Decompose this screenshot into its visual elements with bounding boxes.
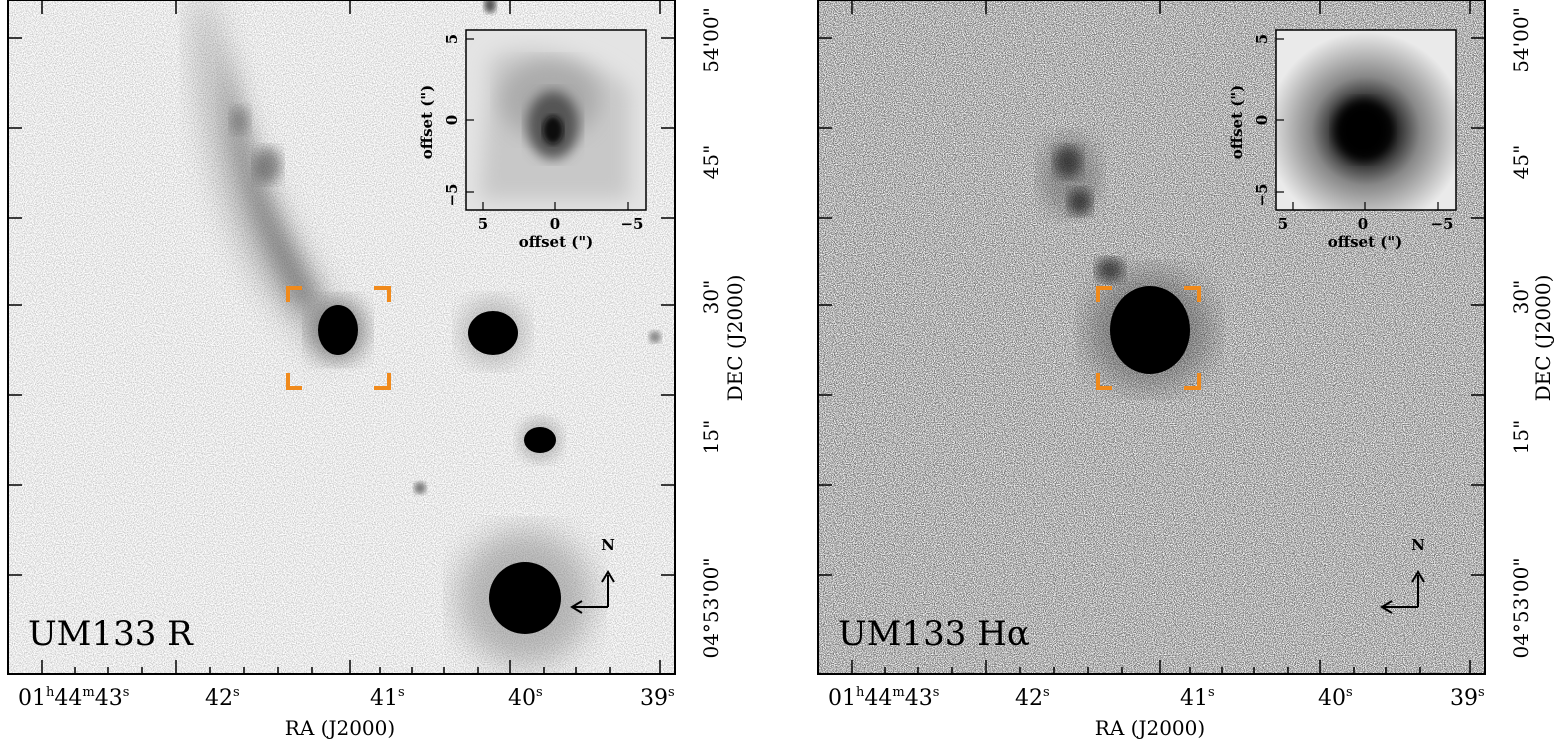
ha-dec-axis-label: DEC (J2000) — [1531, 275, 1555, 402]
r-dec-tick-1: 45" — [699, 145, 723, 180]
r-inset-xtick-2: −5 — [620, 215, 643, 233]
r-inset-ylabel: offset (") — [418, 85, 436, 159]
ha-frame — [817, 0, 1486, 675]
ha-dec-tick-4: 04°53'00" — [1509, 557, 1533, 658]
r-inset-ticks — [466, 38, 629, 210]
ha-inset-ticks — [1276, 38, 1439, 210]
r-inset — [465, 29, 647, 211]
ha-ra-tick-1: 42s — [1015, 685, 1050, 711]
r-inset-xlabel: offset (") — [519, 233, 593, 251]
ha-dec-tick-0: 54'00" — [1509, 7, 1533, 73]
ha-compass — [1380, 570, 1425, 614]
r-compass — [570, 570, 615, 614]
ha-ra-tick-2: 41s — [1180, 685, 1215, 711]
r-inset-ytick-2: −5 — [443, 183, 461, 206]
r-inset-xtick-1: 0 — [550, 215, 560, 233]
ha-dec-tick-1: 45" — [1509, 145, 1533, 180]
r-ra-tick-0: 01h44m43s — [18, 685, 129, 711]
r-ra-axis-label: RA (J2000) — [285, 716, 395, 740]
r-dec-tick-0: 54'00" — [699, 7, 723, 73]
r-dec-tick-4: 04°53'00" — [699, 557, 723, 658]
r-dec-axis-label: DEC (J2000) — [723, 275, 747, 402]
r-ra-tick-1: 42s — [205, 685, 240, 711]
r-dec-tick-2: 30" — [699, 280, 723, 315]
r-ra-tick-3: 40s — [508, 685, 543, 711]
ha-ra-ticks — [851, 0, 1471, 674]
r-inset-ytick-0: 5 — [443, 34, 461, 44]
r-compass-north: N — [601, 536, 615, 554]
r-ra-tick-4: 39s — [640, 685, 675, 711]
ha-dec-tick-3: 15" — [1509, 420, 1533, 455]
ha-ra-tick-4: 39s — [1450, 685, 1485, 711]
ha-inset-xtick-1: 0 — [1358, 215, 1368, 233]
r-frame — [7, 0, 676, 675]
ha-panel-label: UM133 Hα — [838, 614, 1030, 654]
ha-inset-ylabel: offset (") — [1228, 85, 1246, 159]
ha-dec-ticks — [818, 37, 1485, 576]
ha-ra-tick-3: 40s — [1318, 685, 1353, 711]
r-dec-ticks — [8, 37, 675, 576]
ha-inset-ytick-0: 5 — [1253, 34, 1271, 44]
ha-inset-ytick-2: −5 — [1253, 183, 1271, 206]
r-region-bracket — [286, 286, 391, 390]
r-inset-xtick-0: 5 — [478, 215, 488, 233]
ha-inset-xlabel: offset (") — [1328, 233, 1402, 251]
ha-inset-xtick-2: −5 — [1430, 215, 1453, 233]
r-ra-ticks — [41, 0, 661, 674]
ha-dec-tick-2: 30" — [1509, 280, 1533, 315]
r-inset-ytick-1: 0 — [443, 115, 461, 125]
ha-inset — [1275, 29, 1457, 211]
ha-ra-tick-0: 01h44m43s — [828, 685, 939, 711]
ha-compass-north: N — [1411, 536, 1425, 554]
ha-ra-axis-label: RA (J2000) — [1095, 716, 1205, 740]
ha-inset-ytick-1: 0 — [1253, 115, 1271, 125]
ha-inset-xtick-0: 5 — [1278, 215, 1288, 233]
r-panel-label: UM133 R — [28, 614, 194, 654]
ha-region-bracket — [1096, 286, 1201, 390]
r-ra-tick-2: 41s — [370, 685, 405, 711]
r-dec-tick-3: 15" — [699, 420, 723, 455]
